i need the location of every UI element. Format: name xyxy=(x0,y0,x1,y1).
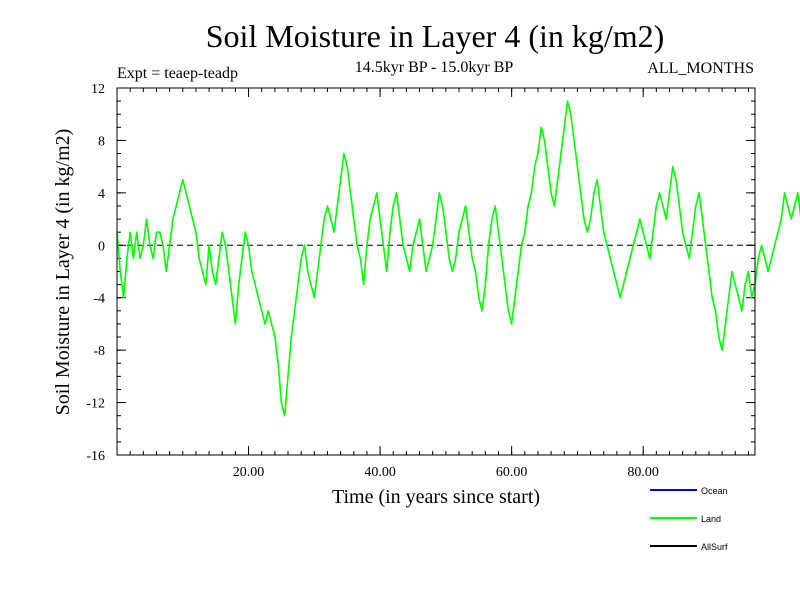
series-group xyxy=(116,100,800,417)
chart-subtitle: 14.5kyr BP - 15.0kyr BP xyxy=(355,59,514,76)
y-tick-label: -12 xyxy=(86,397,105,412)
x-tick-label: 20.00 xyxy=(233,465,265,480)
y-tick-label: -16 xyxy=(86,449,105,464)
y-axis-title: Soil Moisture in Layer 4 (in kg/m2) xyxy=(52,129,74,416)
x-axis-title: Time (in years since start) xyxy=(332,486,540,508)
x-tick-label: 80.00 xyxy=(627,465,659,480)
y-tick-labels: -16 -12 -8 -4 0 4 8 12 xyxy=(86,82,105,464)
chart-title: Soil Moisture in Layer 4 (in kg/m2) xyxy=(206,18,665,54)
x-tick-label: 60.00 xyxy=(496,465,528,480)
legend-label-land: Land xyxy=(701,514,721,524)
plot-frame xyxy=(116,87,756,456)
y-tick-label: -4 xyxy=(93,292,105,307)
y-tick-label: 12 xyxy=(91,82,105,97)
y-tick-label: 4 xyxy=(98,187,105,202)
months-label: ALL_MONTHS xyxy=(647,60,754,77)
legend-label-ocean: Ocean xyxy=(701,486,728,496)
y-tick-label: -8 xyxy=(93,344,105,359)
x-tick-labels: 20.00 40.00 60.00 80.00 xyxy=(233,465,659,480)
series-line-land xyxy=(116,100,800,417)
y-tick-label: 8 xyxy=(98,134,105,149)
legend: Ocean Land AllSurf xyxy=(650,486,728,552)
x-tick-label: 40.00 xyxy=(364,465,396,480)
y-tick-label: 0 xyxy=(98,239,105,254)
legend-label-allsurf: AllSurf xyxy=(701,542,728,552)
experiment-label: Expt = teaep-teadp xyxy=(117,65,238,82)
